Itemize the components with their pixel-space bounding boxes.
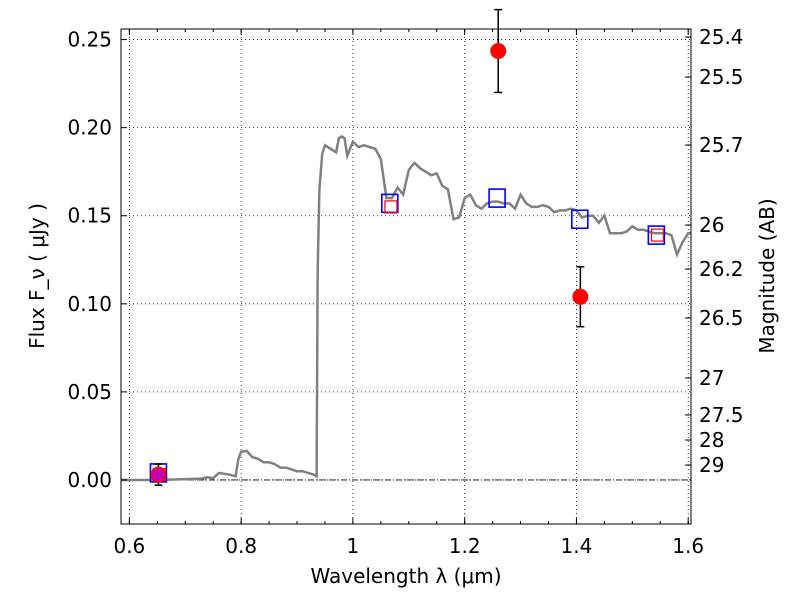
x-tick-label: 1.4	[561, 534, 593, 558]
y2-tick-label: 25.7	[699, 133, 744, 157]
grid	[121, 29, 691, 524]
x-axis-label: Wavelength λ (μm)	[310, 564, 501, 588]
y2-axis-label: Magnitude (AB)	[755, 198, 779, 353]
y-tick-label: 0.25	[67, 28, 112, 52]
markers-group	[149, 8, 666, 486]
y-axis-label: Flux F_ν ( μJy )	[25, 203, 49, 349]
model-photometry-square-red	[384, 200, 398, 214]
y2-tick-label: 27	[699, 366, 724, 390]
model-photometry-square-blue	[570, 209, 589, 230]
model-sed-line	[121, 135, 691, 482]
plot-frame	[120, 28, 692, 525]
ticks	[121, 29, 691, 524]
y2-tick-label: 26	[699, 213, 724, 237]
x-tick-label: 1.2	[449, 534, 481, 558]
y-tick-labels: 0.00 0.05 0.10 0.15 0.20 0.25	[67, 28, 112, 492]
y-tick-label: 0.05	[67, 380, 112, 404]
x-tick-labels: 0.6 0.8 1 1.2 1.4 1.6	[113, 534, 704, 558]
y2-tick-label: 29	[699, 453, 724, 477]
y2-tick-label: 26.5	[699, 306, 744, 330]
observed-point	[490, 43, 507, 60]
y-tick-label: 0.15	[67, 204, 112, 228]
model-sed-group	[121, 135, 691, 482]
y-tick-label: 0.10	[67, 292, 112, 316]
x-tick-label: 1.6	[672, 534, 704, 558]
y2-tick-label: 28	[699, 428, 724, 452]
y2-tick-label: 25.5	[699, 65, 744, 89]
plot-background	[121, 29, 691, 524]
observed-point	[572, 288, 589, 305]
y2-tick-label: 26.2	[699, 257, 744, 281]
y2-tick-label: 27.5	[699, 403, 744, 427]
model-photometry-square-blue	[488, 188, 506, 208]
model-photometry-square-red	[650, 228, 665, 242]
y2-tick-label: 25.4	[699, 25, 744, 49]
y-tick-label: 0.20	[67, 116, 112, 140]
y-tick-label: 0.00	[67, 468, 112, 492]
x-tick-label: 1	[347, 534, 360, 558]
x-tick-label: 0.6	[113, 534, 145, 558]
blended-marker	[151, 468, 165, 482]
model-photometry-square-blue	[647, 225, 666, 245]
x-tick-label: 0.8	[225, 534, 257, 558]
